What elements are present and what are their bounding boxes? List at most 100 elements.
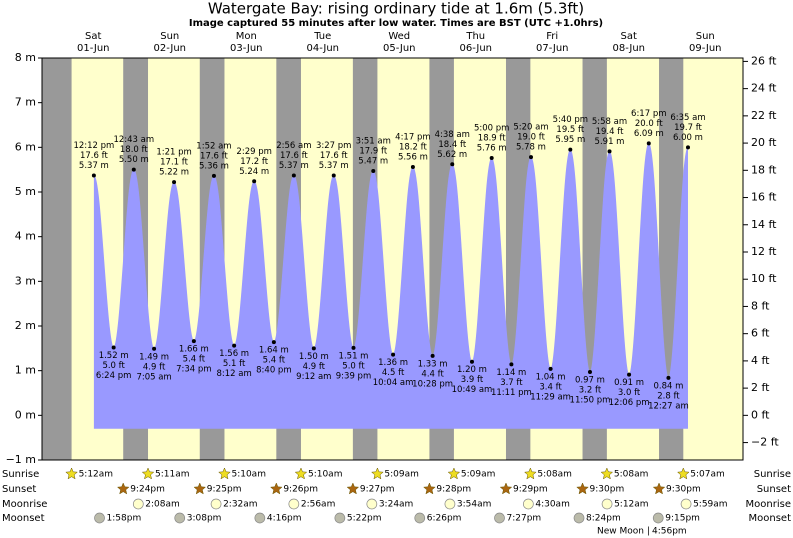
tide-label: 8:40 pm xyxy=(256,366,291,376)
day-name: Wed xyxy=(388,31,410,42)
sunset-time: 9:29pm xyxy=(513,485,548,495)
tide-label: 0.97 m xyxy=(575,376,605,386)
row-label: Sunset xyxy=(757,484,791,495)
sun-icon xyxy=(676,467,690,480)
tide-label: 12:27 am xyxy=(648,401,689,411)
tide-label: 18.0 ft xyxy=(120,145,148,155)
tide-label: 17.6 ft xyxy=(200,151,228,161)
sunset-time: 9:30pm xyxy=(666,485,701,495)
tide-label: 5.76 m xyxy=(477,144,507,154)
tide-label: 17.9 ft xyxy=(359,147,387,157)
tide-label: 19.4 ft xyxy=(596,127,624,137)
tide-point xyxy=(529,155,533,160)
y-tick-label: 1 m xyxy=(15,364,36,377)
tide-point xyxy=(232,343,237,348)
day-name: Fri xyxy=(546,31,558,42)
moon-phase-time: 4:56pm xyxy=(652,527,687,537)
tide-point xyxy=(666,375,671,380)
tide-label: 12:43 am xyxy=(113,135,154,145)
tide-label: 4.4 ft xyxy=(421,369,444,379)
tide-point xyxy=(410,164,415,169)
row-label: Moonset xyxy=(749,513,792,524)
sunset-time: 9:26pm xyxy=(283,485,318,495)
y-tick-label: 4 m xyxy=(15,230,36,243)
sun-icon xyxy=(447,467,461,480)
moonrise-time: 2:56am xyxy=(301,500,336,510)
tide-label: 5.78 m xyxy=(516,143,546,153)
tide-label: 7:05 am xyxy=(136,372,171,382)
tide-label: 17.6 ft xyxy=(80,151,108,161)
sun-icon xyxy=(652,482,666,495)
tide-point xyxy=(371,169,376,174)
tide-label: 6:35 am xyxy=(670,113,705,123)
y-tick-label: 5 m xyxy=(15,185,36,198)
tide-point xyxy=(587,370,592,375)
y2-tick-label: 16 ft xyxy=(751,191,777,204)
moon-icon xyxy=(680,498,692,510)
tide-label: 10:49 am xyxy=(452,385,493,395)
tide-label: 17.6 ft xyxy=(320,151,348,161)
moonrise-time: 3:54am xyxy=(457,500,492,510)
tide-area xyxy=(93,143,688,429)
tide-label: 0.84 m xyxy=(653,381,683,391)
tide-label: 5.37 m xyxy=(279,161,309,171)
tide-line xyxy=(93,142,689,379)
tide-label: 1.52 m xyxy=(99,351,129,361)
moonset-time: 3:08pm xyxy=(187,514,222,524)
tide-point xyxy=(685,145,690,150)
tide-label: 2:29 pm xyxy=(236,147,271,157)
tide-point xyxy=(211,173,216,178)
moonrise-time: 2:32am xyxy=(223,500,258,510)
tide-point xyxy=(331,173,336,178)
row-label: Moonrise xyxy=(2,499,47,510)
tide-point xyxy=(489,156,494,161)
tide-label: 6:24 pm xyxy=(96,371,131,381)
moon-icon xyxy=(414,512,426,524)
tide-label: 1.50 m xyxy=(299,352,329,362)
day-date: 03-Jun xyxy=(230,43,263,54)
tide-label: 4:17 pm xyxy=(395,132,430,142)
tide-label: 20.0 ft xyxy=(635,119,663,129)
tide-point xyxy=(131,167,136,172)
tide-label: 17.1 ft xyxy=(160,158,188,168)
tide-point xyxy=(568,147,573,152)
tide-label: 11:11 pm xyxy=(491,388,532,398)
sunrise-time: 5:07am xyxy=(690,470,725,480)
tide-label: 5.50 m xyxy=(119,155,149,165)
tide-label: 2.8 ft xyxy=(657,391,680,401)
tide-label: 5.0 ft xyxy=(342,361,365,371)
y-tick-label: 6 m xyxy=(15,140,36,153)
tide-point xyxy=(646,141,651,146)
sunrise-time: 5:11am xyxy=(155,470,190,480)
tide-label: 6.09 m xyxy=(634,129,664,139)
tide-label: 6.00 m xyxy=(673,133,703,143)
tide-label: 1.56 m xyxy=(219,349,249,359)
tide-label: 12:12 pm xyxy=(73,141,114,151)
moon-icon xyxy=(254,512,266,524)
moon-icon xyxy=(652,512,664,524)
tide-label: 5.56 m xyxy=(398,152,428,162)
sunset-time: 9:25pm xyxy=(207,485,242,495)
tide-label: 1.36 m xyxy=(378,358,408,368)
tide-label: 10:28 pm xyxy=(412,379,453,389)
moonrise-time: 2:08am xyxy=(145,500,180,510)
tide-label: 1.14 m xyxy=(496,368,526,378)
sunrise-time: 5:09am xyxy=(384,470,419,480)
tide-label: 1.51 m xyxy=(339,351,369,361)
y2-tick-label: 0 ft xyxy=(751,408,770,421)
sunrise-time: 5:10am xyxy=(231,470,266,480)
tide-label: 3.4 ft xyxy=(539,382,562,392)
tide-label: 0.91 m xyxy=(614,378,644,388)
tide-label: 1.49 m xyxy=(139,352,169,362)
day-date: 09-Jun xyxy=(689,43,722,54)
sun-icon xyxy=(294,467,308,480)
moonset-time: 6:26pm xyxy=(427,514,462,524)
day-date: 04-Jun xyxy=(306,43,339,54)
moonset-time: 9:15pm xyxy=(665,514,700,524)
tide-point xyxy=(469,359,474,364)
tide-point xyxy=(172,180,177,185)
tide-point xyxy=(430,353,435,358)
y2-tick-label: 2 ft xyxy=(751,381,770,394)
moonset-time: 7:27pm xyxy=(506,514,541,524)
